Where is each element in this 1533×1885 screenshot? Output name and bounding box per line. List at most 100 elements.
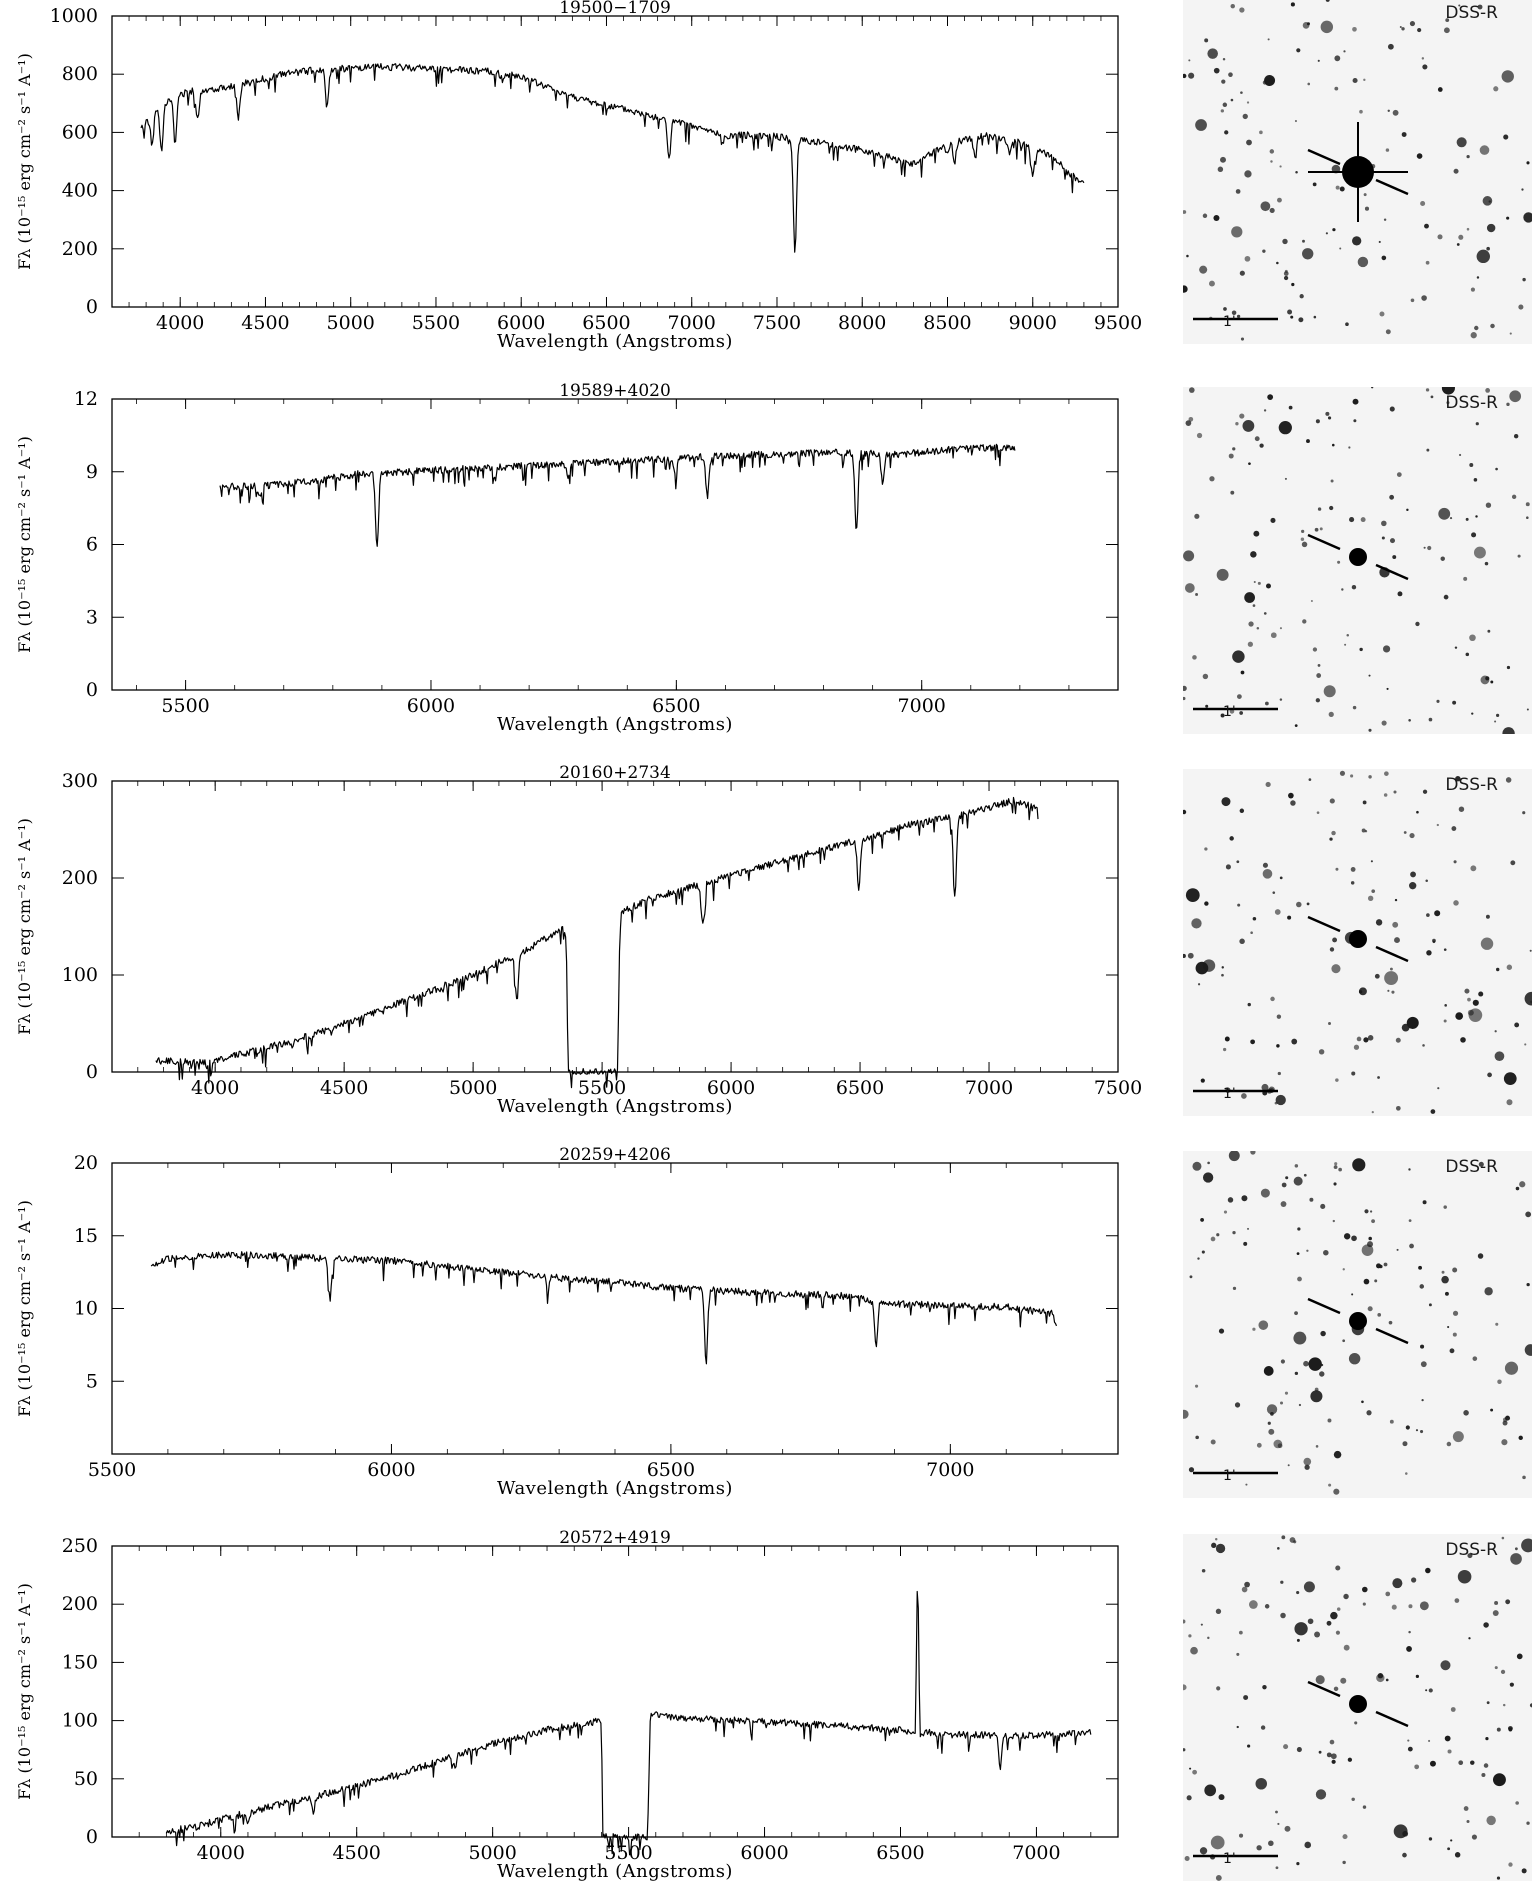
star	[1441, 387, 1455, 395]
plot-frame	[111, 780, 1119, 1073]
y-tick-label: 600	[62, 121, 98, 143]
star	[1444, 1004, 1447, 1007]
y-tick-label: 250	[62, 1535, 98, 1557]
star	[1185, 420, 1192, 426]
star	[1455, 775, 1461, 782]
x-tick-label: 6500	[876, 1842, 924, 1864]
x-tick-label: 9000	[1009, 312, 1057, 334]
star	[1320, 20, 1334, 34]
star	[1187, 952, 1194, 959]
star	[1280, 1359, 1285, 1364]
star	[1267, 38, 1270, 41]
star	[1294, 724, 1298, 728]
star	[1277, 1822, 1280, 1826]
star	[1315, 1675, 1325, 1685]
x-axis-label: Wavelength (Angstroms)	[497, 1096, 733, 1117]
star	[1521, 1868, 1527, 1874]
star	[1349, 517, 1355, 523]
finder-chart-image: DSS-R 1'	[1183, 1534, 1532, 1881]
star	[1309, 1197, 1314, 1202]
star	[1222, 57, 1226, 61]
star	[1437, 87, 1443, 92]
star	[1276, 1044, 1280, 1048]
star	[1338, 1167, 1342, 1172]
star	[1363, 78, 1366, 81]
star	[1274, 909, 1281, 915]
star	[1346, 634, 1349, 637]
star	[1287, 915, 1292, 920]
y-tick-label: 15	[74, 1225, 98, 1247]
star	[1364, 1209, 1369, 1214]
star	[1207, 1636, 1210, 1640]
star	[1241, 1586, 1248, 1593]
star	[1298, 1403, 1302, 1407]
star	[1262, 80, 1267, 85]
target-marker	[1307, 1297, 1341, 1315]
star	[1396, 1248, 1399, 1251]
star	[1496, 967, 1500, 972]
star	[1416, 153, 1423, 159]
star	[1302, 21, 1310, 29]
star	[1241, 1195, 1248, 1202]
star	[1415, 1429, 1419, 1432]
star	[1466, 1820, 1470, 1824]
star	[1230, 490, 1235, 495]
star	[1422, 1044, 1425, 1047]
star	[1384, 971, 1399, 985]
star	[1506, 1099, 1513, 1106]
star	[1230, 98, 1234, 102]
x-tick-label: 5500	[161, 695, 209, 717]
star	[1486, 1815, 1496, 1826]
star	[1253, 530, 1260, 537]
star	[1191, 918, 1202, 929]
star	[1333, 1165, 1338, 1170]
star-field	[1183, 1535, 1532, 1881]
star	[1376, 1673, 1385, 1683]
star	[1451, 826, 1457, 831]
star	[1374, 1279, 1378, 1283]
star	[1199, 1847, 1208, 1855]
star	[1298, 317, 1304, 323]
star	[1277, 1443, 1283, 1449]
star	[1502, 727, 1515, 734]
star	[1218, 1328, 1225, 1334]
star	[1486, 246, 1490, 251]
star	[1430, 1109, 1436, 1114]
star	[1438, 507, 1451, 520]
star	[1246, 139, 1252, 146]
star	[1239, 7, 1245, 13]
star	[1325, 0, 1330, 2]
star	[1294, 1371, 1299, 1376]
star	[1306, 1249, 1309, 1252]
star	[1420, 200, 1426, 206]
star	[1276, 261, 1279, 265]
star	[1183, 550, 1195, 562]
star	[1418, 1265, 1422, 1270]
star	[1467, 1553, 1473, 1559]
spectrum-line	[219, 443, 1016, 547]
star	[1304, 1464, 1310, 1470]
star	[1522, 811, 1526, 815]
star	[1428, 1688, 1433, 1693]
star	[1185, 888, 1200, 902]
star	[1204, 1784, 1217, 1797]
star	[1422, 789, 1428, 794]
star	[1529, 949, 1532, 952]
x-tick-label: 7500	[753, 312, 801, 334]
star	[1366, 1410, 1372, 1416]
scale-label: 1'	[1223, 1851, 1236, 1867]
star	[1270, 996, 1275, 1002]
star	[1514, 1547, 1518, 1551]
star	[1447, 1749, 1452, 1754]
star	[1307, 1618, 1314, 1625]
star	[1343, 1644, 1350, 1651]
star	[1475, 422, 1479, 426]
star	[1348, 446, 1351, 449]
star	[1333, 1488, 1340, 1495]
star	[1467, 1009, 1474, 1016]
star	[1450, 1839, 1453, 1842]
star	[1303, 1581, 1315, 1593]
spectrum-panel: 4000 4500 5000 5500 6000 6500 7000 7500 8000 8500…	[0, 0, 1533, 355]
star	[1429, 1760, 1436, 1767]
star	[1288, 405, 1293, 410]
